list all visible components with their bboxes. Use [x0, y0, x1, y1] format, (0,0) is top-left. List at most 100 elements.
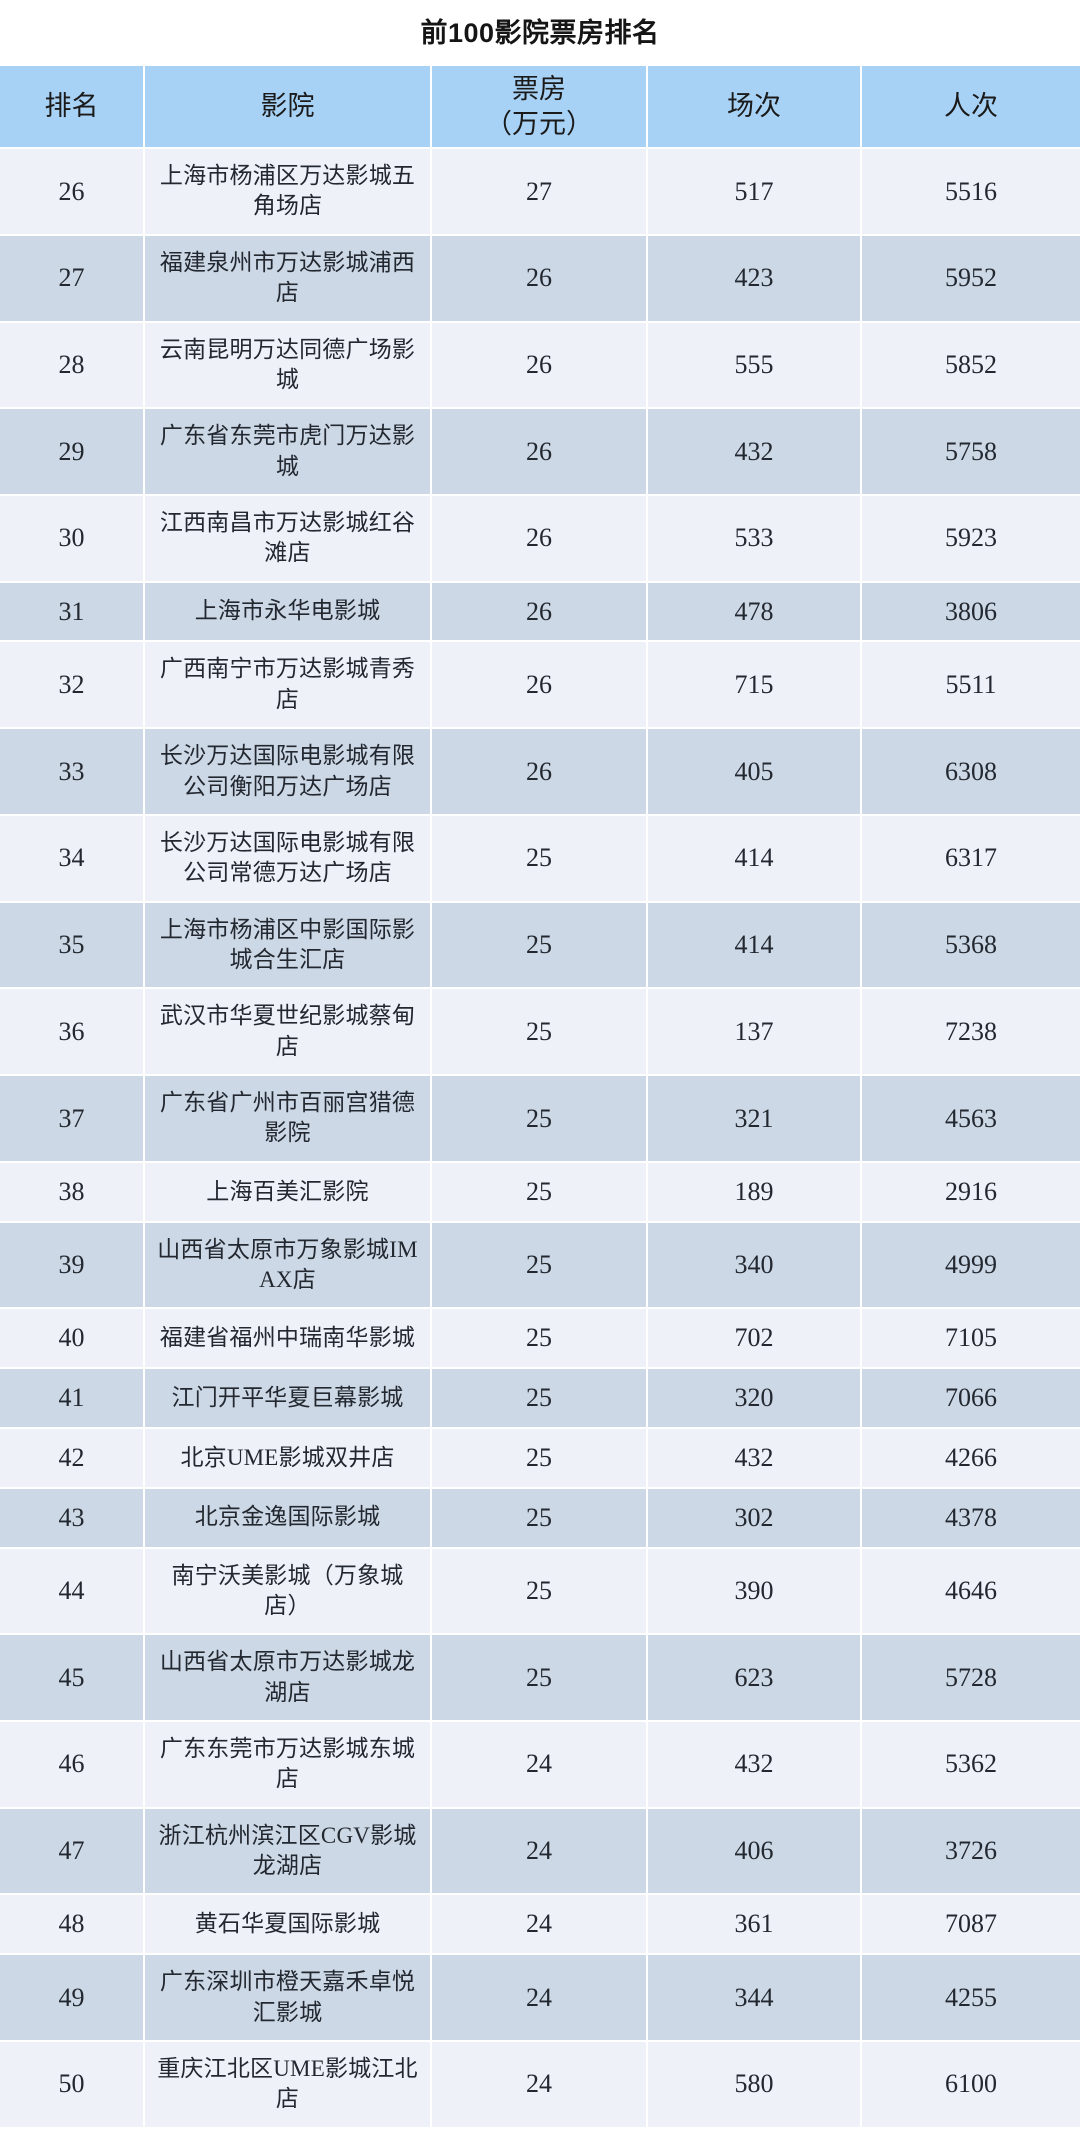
- cell-boxoffice: 25: [432, 1076, 648, 1163]
- column-header-people: 人次: [862, 66, 1080, 150]
- table-row: 37 广东省广州市百丽宫猎德影院 25 321 4563: [0, 1076, 1080, 1163]
- table-row: 48 黄石华夏国际影城 24 361 7087: [0, 1895, 1080, 1956]
- cell-cinema: 黄石华夏国际影城: [145, 1895, 432, 1956]
- cell-cinema: 上海市杨浦区中影国际影城合生汇店: [145, 902, 432, 990]
- cell-people: 7087: [862, 1895, 1080, 1956]
- table-row: 28 云南昆明万达同德广场影城 26 555 5852: [0, 322, 1080, 410]
- table-row: 27 福建泉州市万达影城浦西店 26 423 5952: [0, 235, 1080, 323]
- cell-rank: 30: [0, 495, 145, 583]
- cell-cinema: 广东省东莞市虎门万达影城: [145, 409, 432, 496]
- cell-boxoffice: 25: [432, 1428, 648, 1489]
- cell-rank: 31: [0, 582, 145, 643]
- column-header-boxoffice-label: 票房: [512, 74, 566, 104]
- cell-rank: 41: [0, 1369, 145, 1429]
- cell-rank: 50: [0, 2041, 145, 2129]
- cell-cinema: 广东省广州市百丽宫猎德影院: [145, 1076, 432, 1163]
- table-row: 42 北京UME影城双井店 25 432 4266: [0, 1428, 1080, 1489]
- cell-boxoffice: 26: [432, 322, 648, 410]
- column-header-boxoffice-unit: （万元）: [485, 108, 593, 139]
- table-row: 32 广西南宁市万达影城青秀店 26 715 5511: [0, 642, 1080, 730]
- cell-shows: 533: [648, 495, 862, 583]
- cell-shows: 321: [648, 1076, 862, 1163]
- cell-rank: 40: [0, 1309, 145, 1370]
- cell-shows: 702: [648, 1309, 862, 1370]
- cell-cinema: 江门开平华夏巨幕影城: [145, 1369, 432, 1429]
- cell-boxoffice: 24: [432, 1808, 648, 1896]
- cell-rank: 26: [0, 149, 145, 236]
- cell-rank: 32: [0, 642, 145, 730]
- cell-boxoffice: 25: [432, 902, 648, 990]
- cell-shows: 414: [648, 902, 862, 990]
- cell-people: 5923: [862, 495, 1080, 583]
- table-row: 47 浙江杭州滨江区CGV影城龙湖店 24 406 3726: [0, 1808, 1080, 1896]
- cell-people: 5852: [862, 322, 1080, 410]
- table-header-row: 排名 影院 票房 （万元） 场次 人次: [0, 66, 1080, 150]
- cell-rank: 43: [0, 1488, 145, 1549]
- cell-rank: 36: [0, 989, 145, 1077]
- cell-rank: 29: [0, 409, 145, 496]
- cell-rank: 47: [0, 1808, 145, 1896]
- cell-cinema: 山西省太原市万达影城龙湖店: [145, 1635, 432, 1722]
- cell-shows: 405: [648, 729, 862, 816]
- cell-boxoffice: 25: [432, 989, 648, 1077]
- cell-shows: 580: [648, 2041, 862, 2129]
- column-header-rank-label: 排名: [44, 91, 99, 122]
- cell-cinema: 长沙万达国际电影城有限公司衡阳万达广场店: [145, 729, 432, 816]
- cell-people: 7105: [862, 1309, 1080, 1370]
- cell-shows: 414: [648, 815, 862, 903]
- cell-people: 3806: [862, 582, 1080, 643]
- cell-people: 5516: [862, 149, 1080, 236]
- column-header-shows-label: 场次: [727, 91, 781, 122]
- page-title: 前100影院票房排名: [420, 17, 660, 48]
- cell-rank: 37: [0, 1076, 145, 1163]
- table-header: 排名 影院 票房 （万元） 场次 人次: [0, 66, 1080, 150]
- cell-boxoffice: 24: [432, 2041, 648, 2129]
- table-row: 35 上海市杨浦区中影国际影城合生汇店 25 414 5368: [0, 902, 1080, 990]
- table-row: 41 江门开平华夏巨幕影城 25 320 7066: [0, 1369, 1080, 1429]
- cell-boxoffice: 24: [432, 1895, 648, 1956]
- column-header-boxoffice: 票房 （万元）: [432, 66, 648, 150]
- cell-cinema: 福建省福州中瑞南华影城: [145, 1309, 432, 1370]
- column-header-rank: 排名: [0, 66, 145, 150]
- cell-cinema: 重庆江北区UME影城江北店: [145, 2041, 432, 2129]
- cell-people: 5511: [862, 642, 1080, 730]
- cell-cinema: 南宁沃美影城（万象城店）: [145, 1548, 432, 1636]
- column-header-cinema-label: 影院: [260, 91, 315, 122]
- cell-cinema: 广东深圳市橙天嘉禾卓悦汇影城: [145, 1955, 432, 2042]
- cell-cinema: 武汉市华夏世纪影城蔡甸店: [145, 989, 432, 1077]
- cell-boxoffice: 25: [432, 1548, 648, 1636]
- table-row: 46 广东东莞市万达影城东城店 24 432 5362: [0, 1721, 1080, 1809]
- cell-people: 5362: [862, 1721, 1080, 1809]
- table-row: 40 福建省福州中瑞南华影城 25 702 7105: [0, 1309, 1080, 1370]
- cell-cinema: 浙江杭州滨江区CGV影城龙湖店: [145, 1808, 432, 1896]
- table-body: 26 上海市杨浦区万达影城五角场店 27 517 5516 27 福建泉州市万达影城浦西店 2…: [0, 149, 1080, 2129]
- cell-people: 6317: [862, 815, 1080, 903]
- cell-rank: 44: [0, 1548, 145, 1636]
- cell-shows: 423: [648, 235, 862, 323]
- cell-people: 7238: [862, 989, 1080, 1077]
- cell-shows: 137: [648, 989, 862, 1077]
- cinema-boxoffice-table: 排名 影院 票房 （万元） 场次 人次 26 上海市杨浦区万达影城五角场店 27 51…: [0, 66, 1080, 2129]
- cell-people: 4378: [862, 1488, 1080, 1549]
- cell-cinema: 云南昆明万达同德广场影城: [145, 322, 432, 410]
- column-header-people-label: 人次: [944, 91, 998, 122]
- cell-boxoffice: 25: [432, 1309, 648, 1370]
- cell-rank: 46: [0, 1721, 145, 1809]
- cell-shows: 406: [648, 1808, 862, 1896]
- cell-shows: 715: [648, 642, 862, 730]
- cell-cinema: 江西南昌市万达影城红谷滩店: [145, 495, 432, 583]
- cell-cinema: 山西省太原市万象影城IMAX店: [145, 1222, 432, 1310]
- table-row: 43 北京金逸国际影城 25 302 4378: [0, 1488, 1080, 1549]
- column-header-shows: 场次: [648, 66, 862, 150]
- cell-rank: 27: [0, 235, 145, 323]
- cell-cinema: 上海市永华电影城: [145, 582, 432, 643]
- cell-boxoffice: 26: [432, 409, 648, 496]
- cell-shows: 432: [648, 1428, 862, 1489]
- cell-shows: 344: [648, 1955, 862, 2042]
- cell-rank: 28: [0, 322, 145, 410]
- cell-boxoffice: 25: [432, 1369, 648, 1429]
- cell-people: 4646: [862, 1548, 1080, 1636]
- cell-boxoffice: 26: [432, 582, 648, 643]
- column-header-cinema: 影院: [145, 66, 432, 150]
- cell-cinema: 上海百美汇影院: [145, 1162, 432, 1223]
